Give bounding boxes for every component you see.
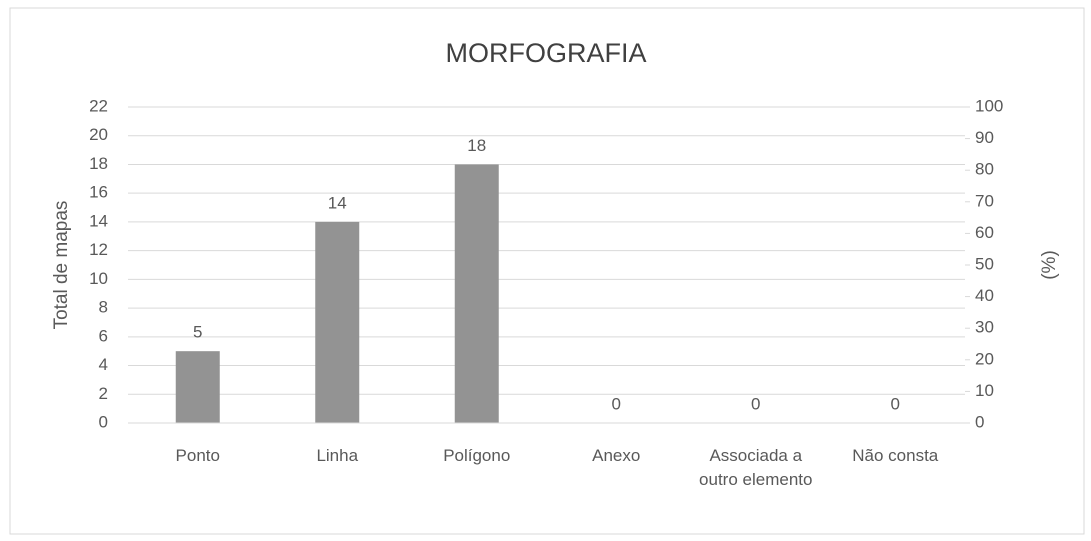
y-tick-label: 8 [99,298,108,317]
y2-tick-label: 50 [975,254,994,273]
y2-tick-label: 40 [975,286,994,305]
x-tick-label: Anexo [592,446,641,465]
chart-border [9,7,1085,535]
data-label: 14 [328,193,347,212]
y2-tick-label: 70 [975,191,994,210]
y2-tick-label: 0 [975,412,984,431]
y-tick-label: 4 [99,355,108,374]
y-tick-label: 0 [99,412,108,431]
data-label: 0 [891,394,900,413]
data-label: 0 [612,394,621,413]
x-tick-label: Não consta [852,446,939,465]
data-label: 18 [467,136,486,155]
bar [454,164,499,424]
data-label: 0 [751,394,760,413]
bar [315,221,360,423]
y2-tick-label: 80 [975,160,994,179]
y-tick-label: 6 [99,326,108,345]
x-tick-label: Polígono [443,446,511,465]
x-tick-label: Associada a outro elemento [699,446,813,489]
x-tick-label: Linha [316,446,359,465]
y-tick-label: 22 [89,96,108,115]
y-tick-label: 10 [89,269,108,288]
bar [175,351,220,423]
y-tick-label: 2 [99,384,108,403]
y2-tick-label: 10 [975,381,994,400]
y2-tick-label: 90 [975,128,994,147]
y-tick-label: 12 [89,240,108,259]
y2-axis-label: (%) [1039,250,1060,280]
x-tick-label: Ponto [175,446,220,465]
chart-title: MORFOGRAFIA [446,38,647,68]
data-label: 5 [193,323,202,342]
y2-tick-label: 60 [975,223,994,242]
y-tick-label: 20 [89,125,108,144]
y-tick-label: 18 [89,154,108,173]
y2-tick-label: 30 [975,318,994,337]
y-axis-label: Total de mapas [51,201,72,330]
y2-tick-label: 100 [975,96,1003,115]
y-tick-label: 14 [89,211,108,230]
y2-tick-label: 20 [975,349,994,368]
y-tick-label: 16 [89,183,108,202]
